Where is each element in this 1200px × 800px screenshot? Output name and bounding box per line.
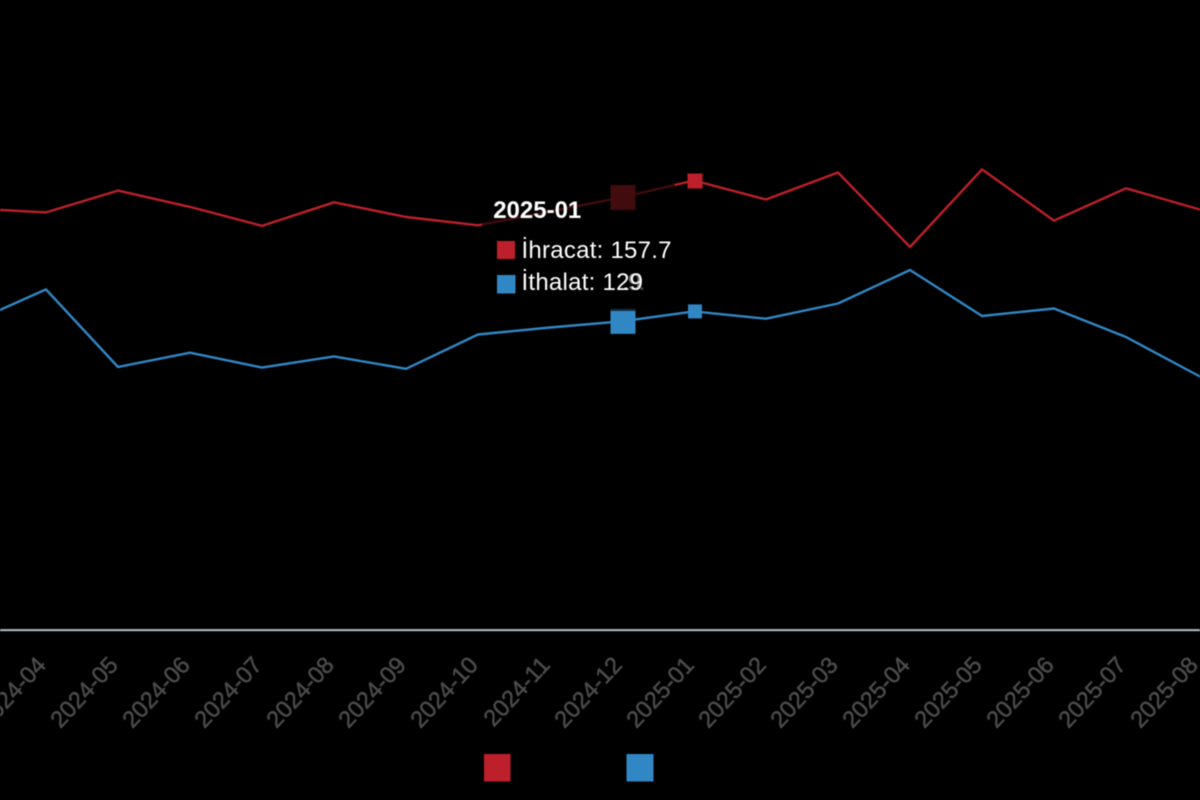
svg-text:2024-07: 2024-07 [189,652,267,733]
svg-text:9: 9 [628,269,641,296]
svg-text:2024-06: 2024-06 [117,652,195,733]
svg-text:2024-10: 2024-10 [405,652,483,733]
svg-text:.: . [623,269,630,296]
svg-text:İhracat: 157.7: İhracat: 157.7 [522,237,672,264]
svg-text:.: . [639,269,646,296]
svg-text:2025-06: 2025-06 [981,652,1059,733]
svg-text:2025-01: 2025-01 [493,197,581,224]
svg-text:2025-08: 2025-08 [1125,652,1200,733]
svg-text:2025-05: 2025-05 [909,652,987,733]
svg-text:2025-02: 2025-02 [693,652,771,733]
svg-text:2024-05: 2024-05 [45,652,123,733]
svg-text:2024-12: 2024-12 [549,652,627,733]
svg-text:2024-09: 2024-09 [333,652,411,733]
svg-text:İthalat: 129: İthalat: 129 [522,269,644,296]
svg-text:2025-07: 2025-07 [1053,652,1131,733]
svg-text:2024-11: 2024-11 [478,652,555,732]
svg-text:2025-01: 2025-01 [621,652,699,733]
svg-text:2024-08: 2024-08 [261,652,339,733]
svg-text:2025-03: 2025-03 [765,652,843,733]
svg-text:2025-04: 2025-04 [837,652,915,733]
svg-text:2024-04: 2024-04 [0,652,51,733]
